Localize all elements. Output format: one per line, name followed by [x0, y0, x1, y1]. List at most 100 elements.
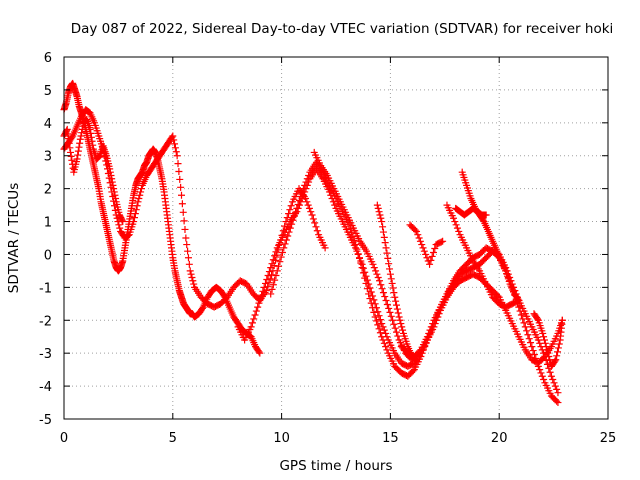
- data-point: [382, 343, 390, 351]
- data-point: [374, 273, 382, 281]
- data-point: [534, 336, 542, 344]
- data-point: [118, 216, 126, 224]
- data-point: [63, 125, 71, 133]
- data-point: [289, 216, 297, 224]
- data-point: [390, 289, 398, 297]
- data-point: [554, 399, 562, 407]
- data-point: [256, 295, 264, 303]
- data-point: [527, 339, 535, 347]
- data-point: [293, 204, 301, 212]
- data-point: [374, 321, 382, 329]
- data-point: [541, 339, 549, 347]
- data-point: [514, 295, 522, 303]
- y-tick-label: -5: [39, 413, 52, 428]
- data-point: [452, 221, 460, 229]
- data-point: [375, 325, 383, 333]
- data-point: [282, 236, 290, 244]
- data-point: [392, 297, 400, 305]
- y-tick-label: 6: [44, 51, 52, 66]
- data-point: [379, 336, 387, 344]
- data-point: [388, 279, 396, 287]
- data-point: [271, 276, 279, 284]
- data-point: [136, 191, 144, 199]
- data-point: [373, 270, 381, 278]
- data-point: [178, 200, 186, 208]
- x-tick-label: 5: [169, 431, 177, 446]
- data-point: [286, 224, 294, 232]
- data-point: [482, 211, 490, 219]
- data-point: [74, 147, 82, 155]
- data-point: [275, 262, 283, 270]
- data-point: [131, 210, 139, 218]
- series-track-g: [310, 148, 416, 364]
- data-point: [554, 348, 562, 356]
- data-point: [521, 323, 529, 331]
- data-point: [419, 244, 427, 252]
- data-point: [356, 254, 364, 262]
- data-point: [248, 319, 256, 327]
- data-point: [311, 219, 319, 227]
- data-point: [302, 178, 310, 186]
- data-point: [416, 237, 424, 245]
- data-point: [554, 344, 562, 352]
- data-point: [542, 356, 550, 364]
- data-point: [175, 168, 183, 176]
- data-point: [414, 231, 422, 239]
- data-point: [374, 204, 382, 212]
- data-point: [255, 348, 263, 356]
- data-point: [378, 218, 386, 226]
- data-point: [77, 132, 85, 140]
- data-point: [183, 241, 191, 249]
- data-point: [431, 245, 439, 253]
- data-point: [185, 260, 193, 268]
- data-point: [416, 347, 424, 355]
- data-point: [273, 267, 281, 275]
- data-point: [552, 356, 560, 364]
- data-point: [543, 346, 551, 354]
- data-point: [411, 226, 419, 234]
- data-point: [76, 135, 84, 143]
- data-point: [376, 211, 384, 219]
- data-point: [358, 264, 366, 272]
- data-point: [109, 181, 117, 189]
- data-point: [429, 320, 437, 328]
- data-point: [67, 152, 75, 160]
- data-point: [281, 240, 289, 248]
- data-point: [297, 193, 305, 201]
- data-point: [386, 265, 394, 273]
- data-point: [381, 293, 389, 301]
- data-point: [269, 281, 277, 289]
- data-point: [379, 223, 387, 231]
- data-point: [309, 215, 317, 223]
- data-point: [251, 311, 259, 319]
- data-point: [184, 254, 192, 262]
- data-point: [529, 347, 537, 355]
- data-point: [350, 237, 358, 245]
- series-track-m: [530, 310, 566, 370]
- data-point: [265, 268, 273, 276]
- data-point: [376, 329, 384, 337]
- y-tick-label: 1: [44, 216, 52, 231]
- data-point: [387, 275, 395, 283]
- data-point: [437, 238, 445, 246]
- data-point: [558, 316, 566, 324]
- data-point: [533, 315, 541, 323]
- data-point: [250, 315, 258, 323]
- data-point: [252, 307, 260, 315]
- data-point: [169, 132, 177, 140]
- data-point: [389, 284, 397, 292]
- data-point: [110, 185, 118, 193]
- data-point: [177, 183, 185, 191]
- data-point: [352, 241, 360, 249]
- data-point: [287, 202, 295, 210]
- data-point: [397, 320, 405, 328]
- data-point: [108, 175, 116, 183]
- data-point: [312, 223, 320, 231]
- data-point: [544, 360, 552, 368]
- data-point: [391, 324, 399, 332]
- data-point: [299, 185, 307, 193]
- data-point: [383, 300, 391, 308]
- data-point: [420, 247, 428, 255]
- data-point: [76, 139, 84, 147]
- y-tick-label: 3: [44, 150, 52, 165]
